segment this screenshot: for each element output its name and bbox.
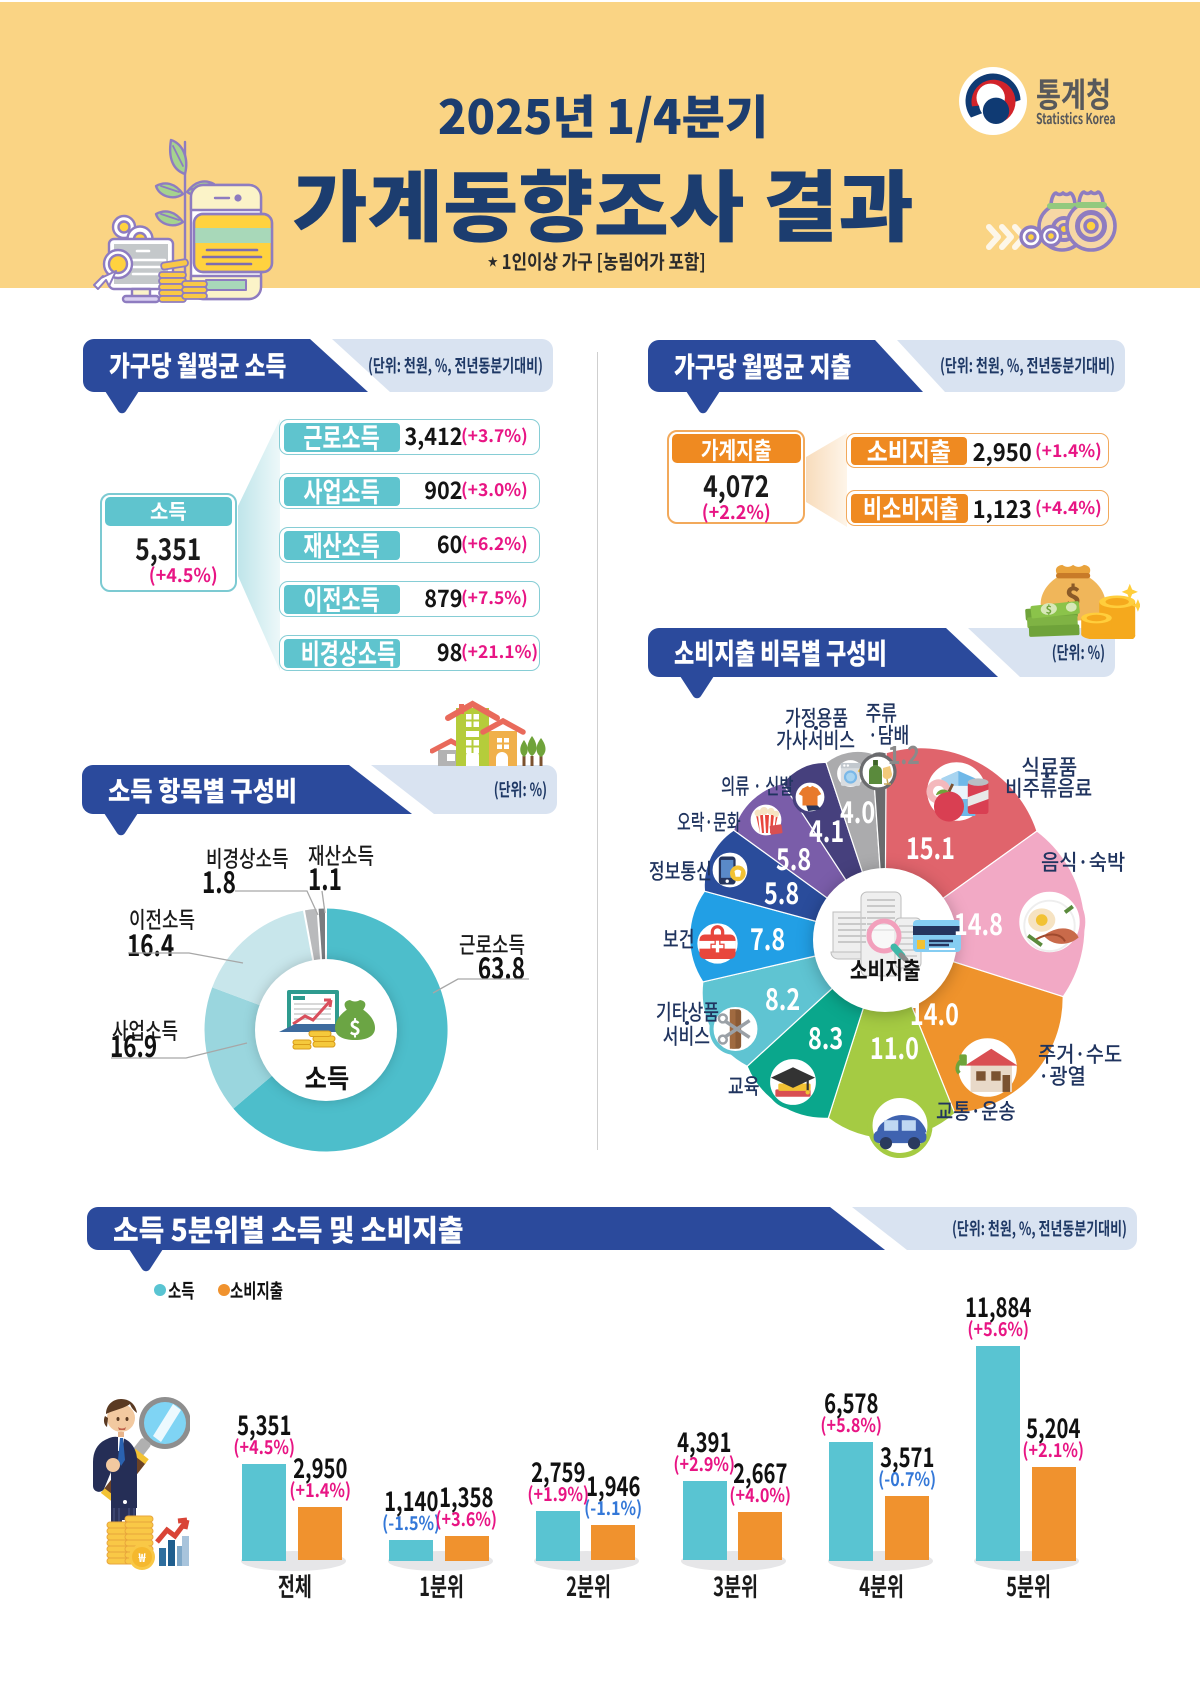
svg-text:$: $ [1046,602,1052,618]
svg-text:₩: ₩ [137,1549,146,1566]
svg-text:$: $ [349,1012,361,1041]
